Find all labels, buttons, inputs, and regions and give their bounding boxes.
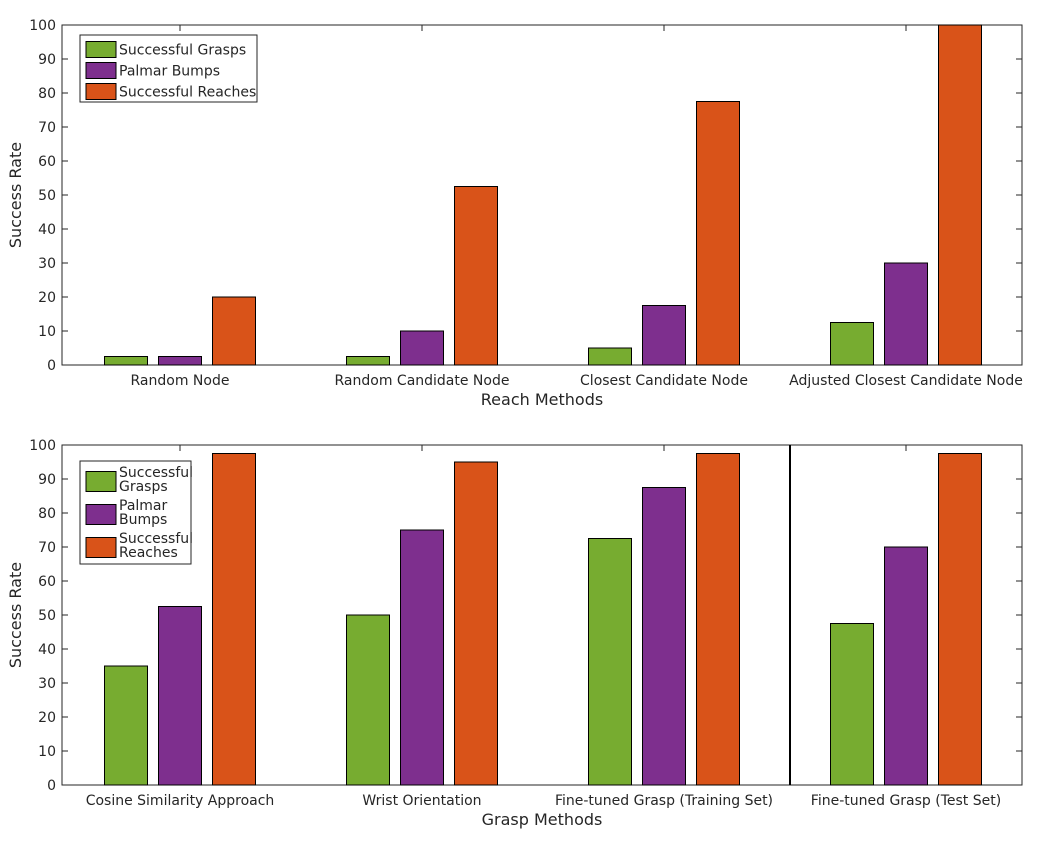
legend-label: Palmar <box>119 498 167 514</box>
legend-label: Bumps <box>119 512 167 528</box>
y-tick-label: 40 <box>38 642 56 658</box>
y-tick-label: 100 <box>29 18 56 34</box>
y-tick-label: 20 <box>38 710 56 726</box>
axes-box <box>61 444 1023 786</box>
y-tick-label: 30 <box>38 256 56 272</box>
bar-successful-reaches <box>696 453 740 786</box>
bar-palmar-bumps <box>400 330 444 366</box>
legend-swatch <box>85 504 117 525</box>
legend-swatch <box>85 41 117 58</box>
x-tick-label: Fine-tuned Grasp (Training Set) <box>555 793 773 809</box>
bar-successful-reaches <box>212 296 256 366</box>
bar-palmar-bumps <box>884 546 928 786</box>
legend: SuccessfulGraspsPalmarBumpsSuccessfulRea… <box>79 460 193 565</box>
y-axis-label: Success Rate <box>6 142 25 248</box>
bar-successful-reaches <box>212 453 256 786</box>
legend-swatch <box>85 62 117 79</box>
legend-swatch <box>85 537 117 558</box>
legend-swatch <box>85 471 117 492</box>
legend-label: Successful <box>119 465 193 481</box>
legend-label: Palmar Bumps <box>119 64 220 80</box>
bar-successful-grasps <box>588 538 632 786</box>
bar-palmar-bumps <box>158 606 202 786</box>
x-tick-label: Cosine Similarity Approach <box>86 793 275 809</box>
bar-successful-grasps <box>346 614 390 786</box>
y-axis-label: Success Rate <box>6 562 25 668</box>
reach-methods-chart: 0 10 20 30 40 50 60 70 80 90 100 Random Node Random … <box>6 18 1023 409</box>
bar-palmar-bumps <box>158 356 202 366</box>
x-tick-label: Adjusted Closest Candidate Node <box>789 373 1023 389</box>
y-tick-label: 50 <box>38 188 56 204</box>
legend-label: Successful Grasps <box>119 43 246 59</box>
bar-successful-reaches <box>454 186 498 366</box>
y-tick-label: 10 <box>38 324 56 340</box>
x-axis-label: Reach Methods <box>481 390 603 409</box>
legend-label: Successful <box>119 531 193 547</box>
legend-swatch <box>85 83 117 100</box>
y-tick-label: 20 <box>38 290 56 306</box>
bar-successful-grasps <box>588 347 632 366</box>
y-tick-label: 50 <box>38 608 56 624</box>
legend-label: Successful Reaches <box>119 85 256 101</box>
x-tick-label: Fine-tuned Grasp (Test Set) <box>811 793 1001 809</box>
y-tick-label: 60 <box>38 574 56 590</box>
grasp-methods-chart: 0 10 20 30 40 50 60 70 80 90 100 Cosine Similarity … <box>6 438 1023 829</box>
y-tick-label: 10 <box>38 744 56 760</box>
bar-palmar-bumps <box>884 262 928 366</box>
y-tick-label: 80 <box>38 86 56 102</box>
y-tick-label: 30 <box>38 676 56 692</box>
bar-successful-reaches <box>454 461 498 786</box>
bar-successful-grasps <box>830 322 874 366</box>
bar-successful-reaches <box>696 101 740 366</box>
y-tick-label: 0 <box>47 358 56 374</box>
bar-successful-reaches <box>938 24 982 366</box>
y-tick-label: 70 <box>38 120 56 136</box>
y-tick-label: 70 <box>38 540 56 556</box>
bar-successful-grasps <box>830 623 874 786</box>
bar-palmar-bumps <box>642 305 686 366</box>
y-tick-label: 40 <box>38 222 56 238</box>
bar-successful-reaches <box>938 453 982 786</box>
y-tick-label: 90 <box>38 52 56 68</box>
x-tick-label: Closest Candidate Node <box>580 373 748 389</box>
bar-palmar-bumps <box>400 529 444 786</box>
y-tick-label: 90 <box>38 472 56 488</box>
bar-successful-grasps <box>346 356 390 366</box>
y-tick-label: 60 <box>38 154 56 170</box>
legend-label: Grasps <box>119 479 168 495</box>
bar-palmar-bumps <box>642 487 686 786</box>
legend-label: Reaches <box>119 545 178 561</box>
legend: Successful Grasps Palmar Bumps Successful … <box>79 34 258 103</box>
y-tick-label: 0 <box>47 778 56 794</box>
y-tick-label: 80 <box>38 506 56 522</box>
x-tick-label: Wrist Orientation <box>362 793 481 809</box>
x-tick-label: Random Node <box>131 373 230 389</box>
bar-successful-grasps <box>104 665 148 786</box>
x-tick-label: Random Candidate Node <box>335 373 510 389</box>
y-tick-label: 100 <box>29 438 56 454</box>
bar-successful-grasps <box>104 356 148 366</box>
x-axis-label: Grasp Methods <box>482 810 603 829</box>
